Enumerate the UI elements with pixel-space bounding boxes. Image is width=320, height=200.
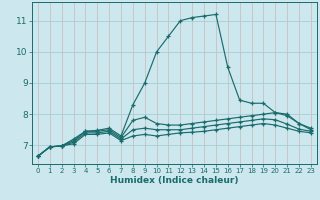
X-axis label: Humidex (Indice chaleur): Humidex (Indice chaleur)	[110, 176, 239, 185]
